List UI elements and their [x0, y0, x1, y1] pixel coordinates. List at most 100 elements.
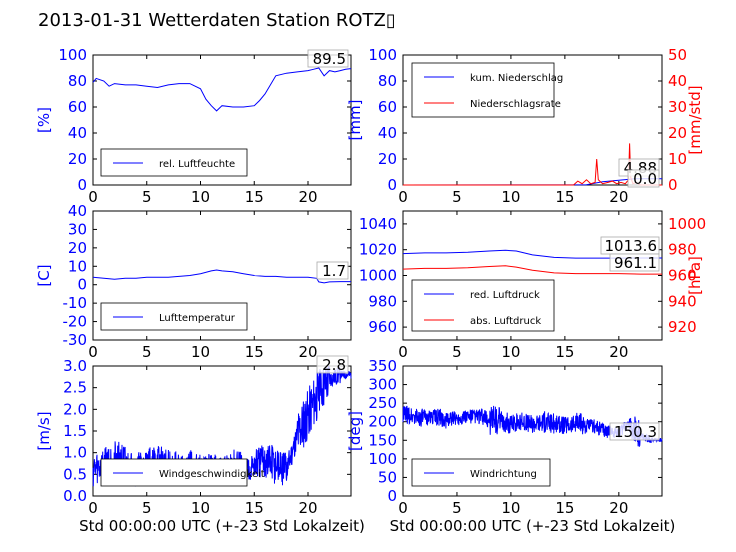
- panel-precipitation-legend-label: kum. Niederschlag: [470, 73, 563, 84]
- panel-wind-direction-ytick-label: 350: [368, 357, 397, 375]
- panel-temperature-value-label: 1.7: [322, 262, 346, 280]
- panel-pressure-xtick-label: 0: [398, 343, 408, 361]
- panel-temperature-xtick-label: 0: [88, 343, 98, 361]
- panel-temperature-ytick-label: -10: [63, 294, 88, 312]
- panel-temperature-xtick-label: 20: [298, 343, 317, 361]
- panel-humidity-ytick-label: 100: [58, 46, 87, 64]
- panel-temperature-ytick-label: -20: [63, 313, 88, 331]
- panel-pressure-value-label: 961.1: [614, 254, 657, 272]
- panel-wind-speed-xtick-label: 20: [298, 499, 317, 517]
- panel-pressure-y2tick-label: 920: [668, 318, 697, 336]
- panel-humidity-ytick-label: 60: [68, 98, 87, 116]
- panel-precipitation-ytick-label: 0: [387, 176, 397, 194]
- panel-humidity-ytick-label: 0: [77, 176, 87, 194]
- panel-pressure-ytick-label: 1000: [359, 267, 397, 285]
- panel-humidity-ytick-label: 40: [68, 124, 87, 142]
- panel-temperature-legend-label: Lufttemperatur: [159, 313, 236, 324]
- panel-wind-direction-legend-label: Windrichtung: [470, 469, 537, 480]
- panel-wind-speed-legend-label: Windgeschwindigkeit: [159, 469, 265, 480]
- panel-humidity-xtick-label: 15: [245, 188, 264, 206]
- panel-pressure-xtick-label: 15: [555, 343, 574, 361]
- panel-wind-speed-ytick-label: 1.5: [63, 422, 87, 440]
- panel-temperature-xtick-label: 15: [245, 343, 264, 361]
- panel-pressure-ytick-label: 1040: [359, 215, 397, 233]
- panel-temperature-ytick-label: -30: [63, 331, 88, 349]
- panel-precipitation-value-label: 0.0: [633, 170, 657, 188]
- panel-temperature-value-box: [316, 261, 349, 280]
- panel-temperature-ylabel: [C]: [35, 264, 53, 286]
- panel-wind-direction-xtick-label: 0: [398, 499, 408, 517]
- panel-pressure-y2label: [hPa]: [686, 256, 704, 295]
- panel-pressure-y2tick-label: 980: [668, 241, 697, 259]
- panel-temperature-ytick-label: 20: [68, 239, 87, 257]
- panel-wind-speed-value-label: 2.8: [322, 356, 346, 374]
- panel-wind-speed-xtick-label: 10: [191, 499, 210, 517]
- panel-temperature-ytick-label: 10: [68, 257, 87, 275]
- panel-wind-direction-ylabel: [deg]: [346, 411, 364, 451]
- panel-pressure-y2tick-label: 940: [668, 292, 697, 310]
- panel-wind-direction-value-label: 150.3: [614, 423, 657, 441]
- panel-pressure-series-2-line: [402, 265, 662, 275]
- panel-wind-direction-ytick-label: 200: [368, 413, 397, 431]
- panel-temperature-ytick-label: 40: [68, 202, 87, 220]
- panel-humidity-series-1-line: [92, 67, 352, 112]
- panel-pressure-legend-label: red. Luftdruck: [470, 290, 540, 301]
- panel-precipitation-ytick-label: 100: [368, 46, 397, 64]
- panel-precipitation-ytick-label: 60: [378, 98, 397, 116]
- panel-precipitation-y2tick-label: 0: [668, 176, 678, 194]
- panel-humidity-legend-label: rel. Luftfeuchte: [159, 159, 235, 170]
- panel-precipitation-y2tick-label: 40: [668, 72, 687, 90]
- panel-wind-speed-ylabel: [m/s]: [35, 411, 53, 450]
- panel-precipitation-ytick-label: 80: [378, 72, 397, 90]
- panel-precipitation-ytick-label: 20: [378, 150, 397, 168]
- figure-title: 2013-01-31 Wetterdaten Station ROTZ▯: [38, 10, 396, 31]
- panel-pressure-ytick-label: 960: [368, 318, 397, 336]
- panel-wind-direction-xtick-label: 10: [501, 499, 520, 517]
- panel-wind-speed-ytick-label: 2.0: [63, 400, 87, 418]
- panel-pressure-xtick-label: 10: [501, 343, 520, 361]
- panel-precipitation-y2tick-label: 10: [668, 150, 687, 168]
- panel-humidity-xtick-label: 0: [88, 188, 98, 206]
- panel-precipitation-xtick-label: 20: [609, 188, 628, 206]
- panel-humidity-xtick-label: 20: [298, 188, 317, 206]
- panel-pressure-y2tick-label: 1000: [668, 215, 706, 233]
- panel-wind-direction-xtick-label: 20: [609, 499, 628, 517]
- panel-humidity-value-label: 89.5: [313, 50, 346, 68]
- panel-wind-direction-xlabel: Std 00:00:00 UTC (+-23 Std Lokalzeit): [390, 517, 676, 535]
- panel-precipitation-value-box: [627, 169, 660, 188]
- panel-pressure-legend-label: abs. Luftdruck: [470, 316, 541, 327]
- panel-wind-direction-ytick-label: 100: [368, 450, 397, 468]
- panel-humidity-value-box: [307, 49, 349, 68]
- panel-wind-speed-xtick-label: 15: [245, 499, 264, 517]
- panel-precipitation-xtick-label: 0: [398, 188, 408, 206]
- panel-humidity-ytick-label: 80: [68, 72, 87, 90]
- panel-precipitation-y2tick-label: 30: [668, 98, 687, 116]
- panel-precipitation-y2label: [mm/std]: [686, 85, 704, 154]
- panel-wind-speed-ytick-label: 1.0: [63, 444, 87, 462]
- panel-wind-speed-xtick-label: 5: [142, 499, 152, 517]
- panel-temperature-series-1-line: [92, 269, 351, 284]
- panel-humidity-xtick-label: 10: [191, 188, 210, 206]
- panel-precipitation-xtick-label: 10: [501, 188, 520, 206]
- panel-wind-direction-xtick-label: 5: [452, 499, 462, 517]
- panel-wind-direction-value-box: [609, 422, 660, 441]
- panel-wind-speed-ytick-label: 0.0: [63, 487, 87, 505]
- panel-pressure-ytick-label: 980: [368, 292, 397, 310]
- panel-precipitation-y2tick-label: 50: [668, 46, 687, 64]
- panel-precipitation-legend-label: Niederschlagsrate: [470, 99, 561, 110]
- panel-pressure-value-label: 1013.6: [605, 237, 658, 255]
- panel-wind-direction-ytick-label: 300: [368, 376, 397, 394]
- panel-pressure-xtick-label: 20: [609, 343, 628, 361]
- panel-precipitation-ytick-label: 40: [378, 124, 397, 142]
- panel-wind-direction-ytick-label: 50: [378, 468, 397, 486]
- panel-humidity-ytick-label: 20: [68, 150, 87, 168]
- panel-humidity-ylabel: [%]: [35, 107, 53, 133]
- panel-wind-direction-xtick-label: 15: [555, 499, 574, 517]
- panel-wind-speed-ytick-label: 3.0: [63, 357, 87, 375]
- panel-humidity-xtick-label: 5: [142, 188, 152, 206]
- panel-precipitation-ylabel: [mm]: [346, 100, 364, 141]
- panel-temperature-xtick-label: 10: [191, 343, 210, 361]
- panel-wind-speed-xtick-label: 0: [88, 499, 98, 517]
- panel-pressure-y2tick-label: 960: [668, 267, 697, 285]
